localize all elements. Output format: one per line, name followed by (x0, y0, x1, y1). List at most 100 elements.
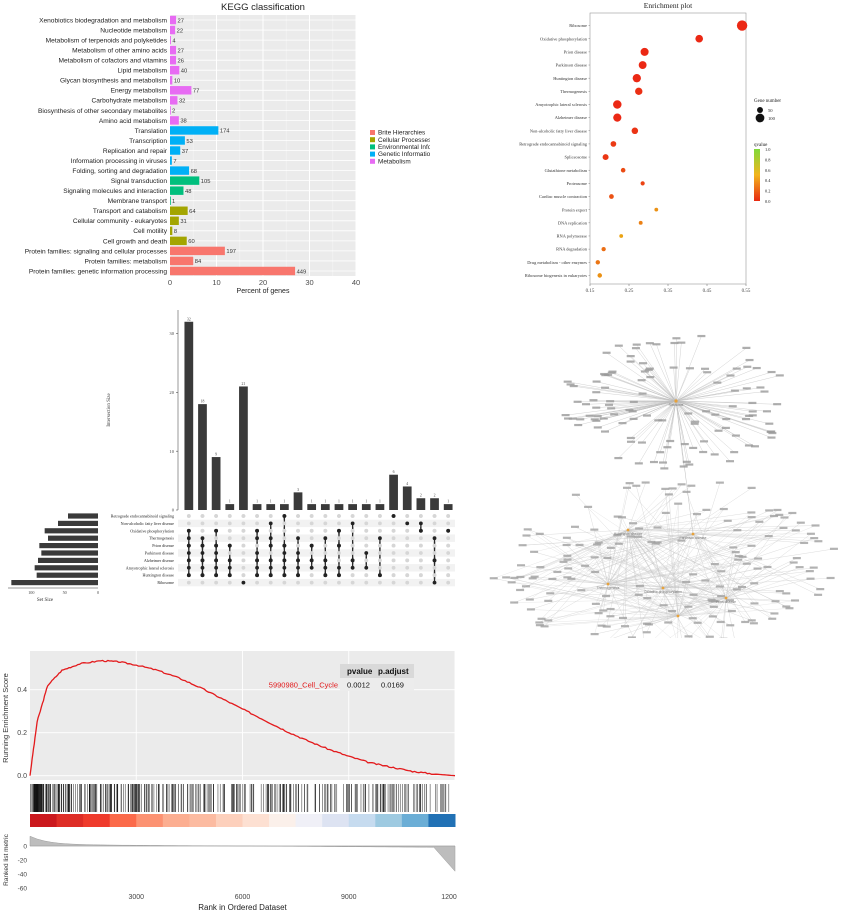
enrichment-point (640, 181, 645, 186)
gene-node-label (635, 584, 644, 588)
matrix-dot (309, 514, 314, 518)
matrix-dot (200, 521, 205, 526)
gene-node-label (561, 414, 570, 417)
chart-title: Enrichment plot (644, 1, 693, 10)
network-edge (539, 615, 679, 626)
gene-node-label (764, 535, 773, 538)
matrix-dot (309, 551, 314, 555)
kegg-classification-chart: 0 10 20 30 40 27 Xenobiotics biodegradation an… (0, 0, 430, 295)
term-label: Alzheimer disease (555, 115, 587, 120)
network-edge (692, 533, 773, 619)
intersection-bar (307, 504, 317, 510)
network-edge (675, 400, 735, 453)
network-edge (667, 400, 677, 448)
matrix-dot (214, 528, 219, 533)
gene-node-label (773, 403, 782, 406)
gene-node-label (638, 392, 647, 395)
matrix-dot (227, 521, 232, 526)
set-size-bar (39, 543, 98, 549)
gene-node-label (626, 440, 635, 443)
bar-count-label: 7 (173, 159, 176, 165)
gene-node-label (677, 483, 686, 486)
legend-swatch (370, 144, 375, 150)
bar-count-label: 31 (180, 219, 186, 225)
category-label: Metabolism of cofactors and vitamins (59, 58, 168, 65)
gene-node-label (701, 367, 710, 370)
bar (170, 226, 173, 236)
network-edge (627, 482, 646, 531)
gene-node-label (535, 621, 544, 624)
enrichment-chart-svg: 0.15 0.25 0.35 0.45 0.55 Ribosome Oxidative ph… (519, 1, 781, 294)
gene-node-label (702, 410, 711, 413)
network-edge (662, 571, 810, 589)
size-legend-dot (755, 113, 765, 123)
network-edge (658, 400, 677, 421)
category-label: Membrane transport (108, 198, 168, 205)
category-label: Biosynthesis of other secondary metaboli… (38, 108, 168, 115)
color-legend-label: 0.4 (765, 178, 771, 183)
gene-node-label (717, 570, 726, 573)
gene-node-label (659, 604, 668, 607)
gene-node-label (688, 617, 697, 620)
network-edge (627, 529, 639, 595)
category-label: Cell growth and death (103, 238, 167, 245)
gene-node-label (574, 423, 583, 427)
gene-node-label (614, 456, 623, 460)
set-size-bar (34, 565, 98, 571)
network-edge (656, 344, 677, 402)
category-label: Amino acid metabolism (99, 118, 168, 125)
gene-node-label (707, 598, 716, 601)
matrix-dot (214, 580, 219, 585)
gene-node-label (715, 585, 724, 588)
network-edge (677, 606, 714, 617)
rank-heat-strip-segment (56, 814, 84, 827)
network-edge (675, 400, 770, 424)
network-edge (636, 485, 664, 589)
bar-count-label: 105 (201, 179, 211, 185)
matrix-dot (227, 551, 232, 555)
gene-node-label (709, 605, 718, 608)
network-edge (606, 597, 727, 627)
category-label: Signal transduction (111, 178, 167, 185)
y-tick-label: 20 (169, 390, 174, 395)
category-label: Translation (135, 128, 168, 135)
network-edge (525, 533, 694, 587)
network-edge (539, 533, 609, 585)
matrix-dot (337, 543, 341, 548)
gene-node-label (767, 436, 776, 439)
network-edge (506, 577, 679, 617)
intersection-bar (211, 457, 221, 510)
gene-node-label (637, 379, 646, 382)
gene-node-label (741, 620, 750, 624)
intersection-bar (430, 498, 439, 510)
matrix-dot (337, 558, 341, 563)
network-edge (697, 597, 727, 623)
rank-heat-strip-segment (375, 814, 403, 827)
network-edge (677, 522, 801, 617)
gene-node-label (664, 621, 673, 624)
network-edge (677, 512, 793, 617)
legend-swatch (370, 151, 375, 157)
matrix-dot (323, 514, 328, 518)
x-tick-label: 0.15 (586, 289, 595, 294)
network-edge (522, 533, 694, 546)
gene-node-label (806, 532, 815, 535)
bar (170, 206, 188, 215)
gene-node-label (747, 486, 756, 489)
gene-node-label (604, 403, 613, 406)
rank-heat-strip-segment (428, 814, 456, 827)
chart-title: KEGG classification (221, 2, 305, 13)
matrix-row-stripe (178, 564, 455, 572)
gene-node-label (618, 422, 627, 425)
bar (170, 65, 180, 75)
matrix-dot (186, 514, 191, 518)
network-edge (534, 551, 664, 589)
gene-node-label (540, 625, 549, 628)
x-tick-label: 30 (305, 278, 313, 287)
set-name-label: Thermogenesis (149, 536, 174, 541)
term-label: DNA replication (558, 220, 588, 225)
matrix-dot (432, 565, 437, 570)
network-edge (606, 529, 629, 627)
matrix-dot (186, 580, 191, 585)
hub-node (661, 586, 665, 590)
